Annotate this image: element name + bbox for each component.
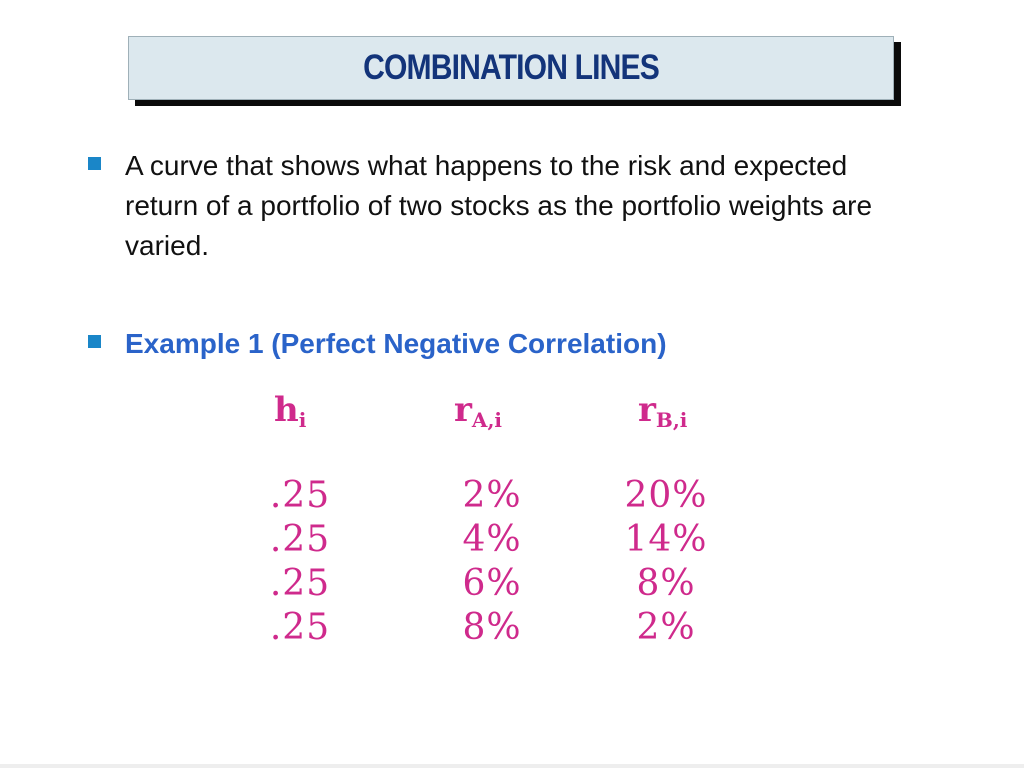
table-cell: 2% — [462, 475, 522, 516]
table-cell: 8% — [636, 563, 696, 604]
table-cell: .25 — [269, 607, 331, 648]
slide-title: COMBINATION LINES — [363, 48, 660, 87]
bullet-square-icon — [88, 335, 101, 348]
table-cell: .25 — [269, 519, 331, 560]
table-cell: 8% — [462, 607, 522, 648]
table-cell: 6% — [462, 563, 522, 604]
table-header-return-a: rA,i — [454, 390, 502, 432]
table-cell: 2% — [636, 607, 696, 648]
bottom-divider — [0, 764, 1024, 768]
bullet-item-definition: A curve that shows what happens to the r… — [88, 146, 895, 266]
bullet-text: A curve that shows what happens to the r… — [125, 150, 873, 261]
table-cell: 4% — [462, 519, 522, 560]
table-cell: .25 — [269, 563, 331, 604]
table-cell: 14% — [624, 519, 708, 560]
table-cell: .25 — [269, 475, 331, 516]
title-box: COMBINATION LINES — [128, 36, 894, 100]
bullet-square-icon — [88, 157, 101, 170]
bullet-item-example: Example 1 (Perfect Negative Correlation) — [88, 324, 895, 364]
bullet-text-example: Example 1 (Perfect Negative Correlation) — [125, 328, 667, 359]
table-header-weight: hi — [274, 390, 307, 432]
table-cell: 20% — [624, 475, 708, 516]
table-header-return-b: rB,i — [638, 390, 688, 432]
